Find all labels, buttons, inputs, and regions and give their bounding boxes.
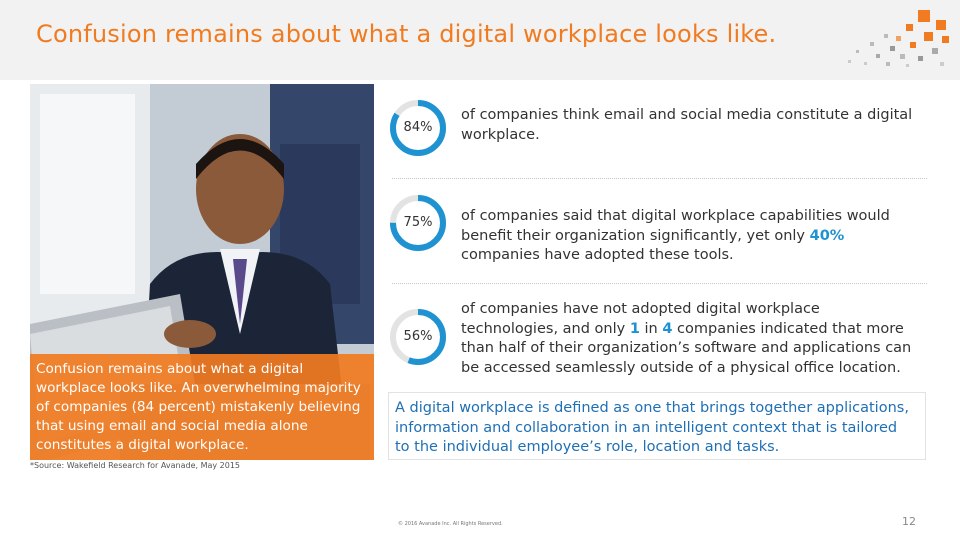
stat-highlight: 1 <box>629 320 640 337</box>
stat-ring-75: 75% <box>388 193 458 263</box>
stat-ring-84: 84% <box>388 98 458 168</box>
donut-75-icon <box>390 195 446 251</box>
copyright-notice: © 2016 Avanade Inc. All Rights Reserved. <box>398 521 503 527</box>
stat-text-part: companies indicated that more than half … <box>461 320 912 376</box>
stat-text-part: companies have adopted these tools. <box>461 247 734 263</box>
photo-caption: Confusion remains about what a digital w… <box>36 361 361 453</box>
definition-box: A digital workplace is defined as one th… <box>388 392 926 460</box>
source-note: *Source: Wakefield Research for Avanade,… <box>30 461 241 470</box>
caption-overlay <box>30 354 374 460</box>
donut-84-icon <box>390 100 446 156</box>
divider <box>392 178 927 179</box>
stat-value: 75% <box>403 215 433 230</box>
stat-value: 56% <box>403 329 433 344</box>
stat-description: of companies have not adopted digital wo… <box>461 300 921 378</box>
stat-value: 84% <box>403 120 433 135</box>
divider <box>392 283 927 284</box>
donut-56-icon <box>390 309 446 365</box>
stat-text-part: of companies said that digital workplace… <box>461 208 890 244</box>
stat-highlight: 4 <box>662 320 673 337</box>
page-title: Confusion remains about what a digital w… <box>36 20 777 48</box>
stat-text-part: in <box>639 320 663 337</box>
page-number: 12 <box>902 515 916 528</box>
stat-description: of companies said that digital workplace… <box>461 207 921 266</box>
header-bar: Confusion remains about what a digital w… <box>0 0 960 80</box>
stat-highlight: 40% <box>809 227 845 244</box>
stat-text-part: of companies have not adopted digital wo… <box>461 301 820 337</box>
definition-text: A digital workplace is defined as one th… <box>395 400 909 455</box>
dot-mosaic-logo-icon <box>840 6 955 72</box>
stat-description: of companies think email and social medi… <box>461 107 913 143</box>
stat-ring-56: 56% <box>388 307 458 377</box>
